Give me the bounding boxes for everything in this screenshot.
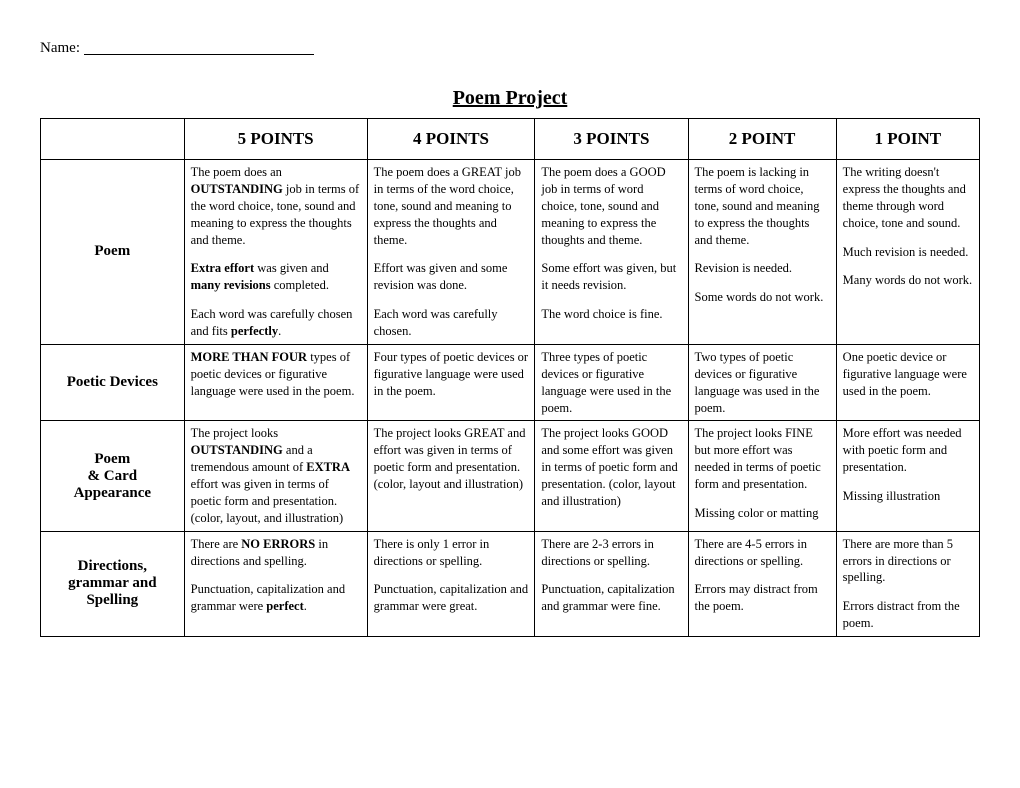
rubric-cell: The poem does a GOOD job in terms of wor… (535, 160, 688, 345)
col-header: 5 POINTS (184, 119, 367, 160)
rubric-cell: The project looks OUTSTANDING and a trem… (184, 421, 367, 531)
rubric-cell: The project looks GOOD and some effort w… (535, 421, 688, 531)
rubric-cell: One poetic device or figurative language… (836, 344, 979, 421)
col-header: 4 POINTS (367, 119, 535, 160)
rubric-cell: More effort was needed with poetic form … (836, 421, 979, 531)
row-header: Poem& CardAppearance (41, 421, 185, 531)
col-header: 3 POINTS (535, 119, 688, 160)
col-header: 2 POINT (688, 119, 836, 160)
rubric-cell: There are more than 5 errors in directio… (836, 531, 979, 636)
col-header: 1 POINT (836, 119, 979, 160)
rubric-cell: There are NO ERRORS in directions and sp… (184, 531, 367, 636)
rubric-cell: There are 4-5 errors in directions or sp… (688, 531, 836, 636)
row-header: Poem (41, 160, 185, 345)
rubric-cell: MORE THAN FOUR types of poetic devices o… (184, 344, 367, 421)
row-header: Directions,grammar andSpelling (41, 531, 185, 636)
corner-cell (41, 119, 185, 160)
rubric-cell: The poem does an OUTSTANDING job in term… (184, 160, 367, 345)
table-row: PoemThe poem does an OUTSTANDING job in … (41, 160, 980, 345)
page-title: Poem Project (40, 87, 980, 110)
rubric-cell: The writing doesn't express the thoughts… (836, 160, 979, 345)
rubric-cell: The project looks FINE but more effort w… (688, 421, 836, 531)
rubric-cell: Two types of poetic devices or figurativ… (688, 344, 836, 421)
table-row: Poem& CardAppearanceThe project looks OU… (41, 421, 980, 531)
rubric-table: 5 POINTS 4 POINTS 3 POINTS 2 POINT 1 POI… (40, 118, 980, 637)
table-row: Poetic DevicesMORE THAN FOUR types of po… (41, 344, 980, 421)
rubric-cell: The project looks GREAT and effort was g… (367, 421, 535, 531)
rubric-cell: There are 2-3 errors in directions or sp… (535, 531, 688, 636)
name-underline (84, 54, 314, 55)
name-field: Name: (40, 40, 980, 57)
rubric-cell: There is only 1 error in directions or s… (367, 531, 535, 636)
rubric-cell: The poem does a GREAT job in terms of th… (367, 160, 535, 345)
rubric-cell: The poem is lacking in terms of word cho… (688, 160, 836, 345)
rubric-cell: Four types of poetic devices or figurati… (367, 344, 535, 421)
rubric-cell: Three types of poetic devices or figurat… (535, 344, 688, 421)
table-row: Directions,grammar andSpellingThere are … (41, 531, 980, 636)
name-label: Name: (40, 40, 80, 56)
header-row: 5 POINTS 4 POINTS 3 POINTS 2 POINT 1 POI… (41, 119, 980, 160)
row-header: Poetic Devices (41, 344, 185, 421)
